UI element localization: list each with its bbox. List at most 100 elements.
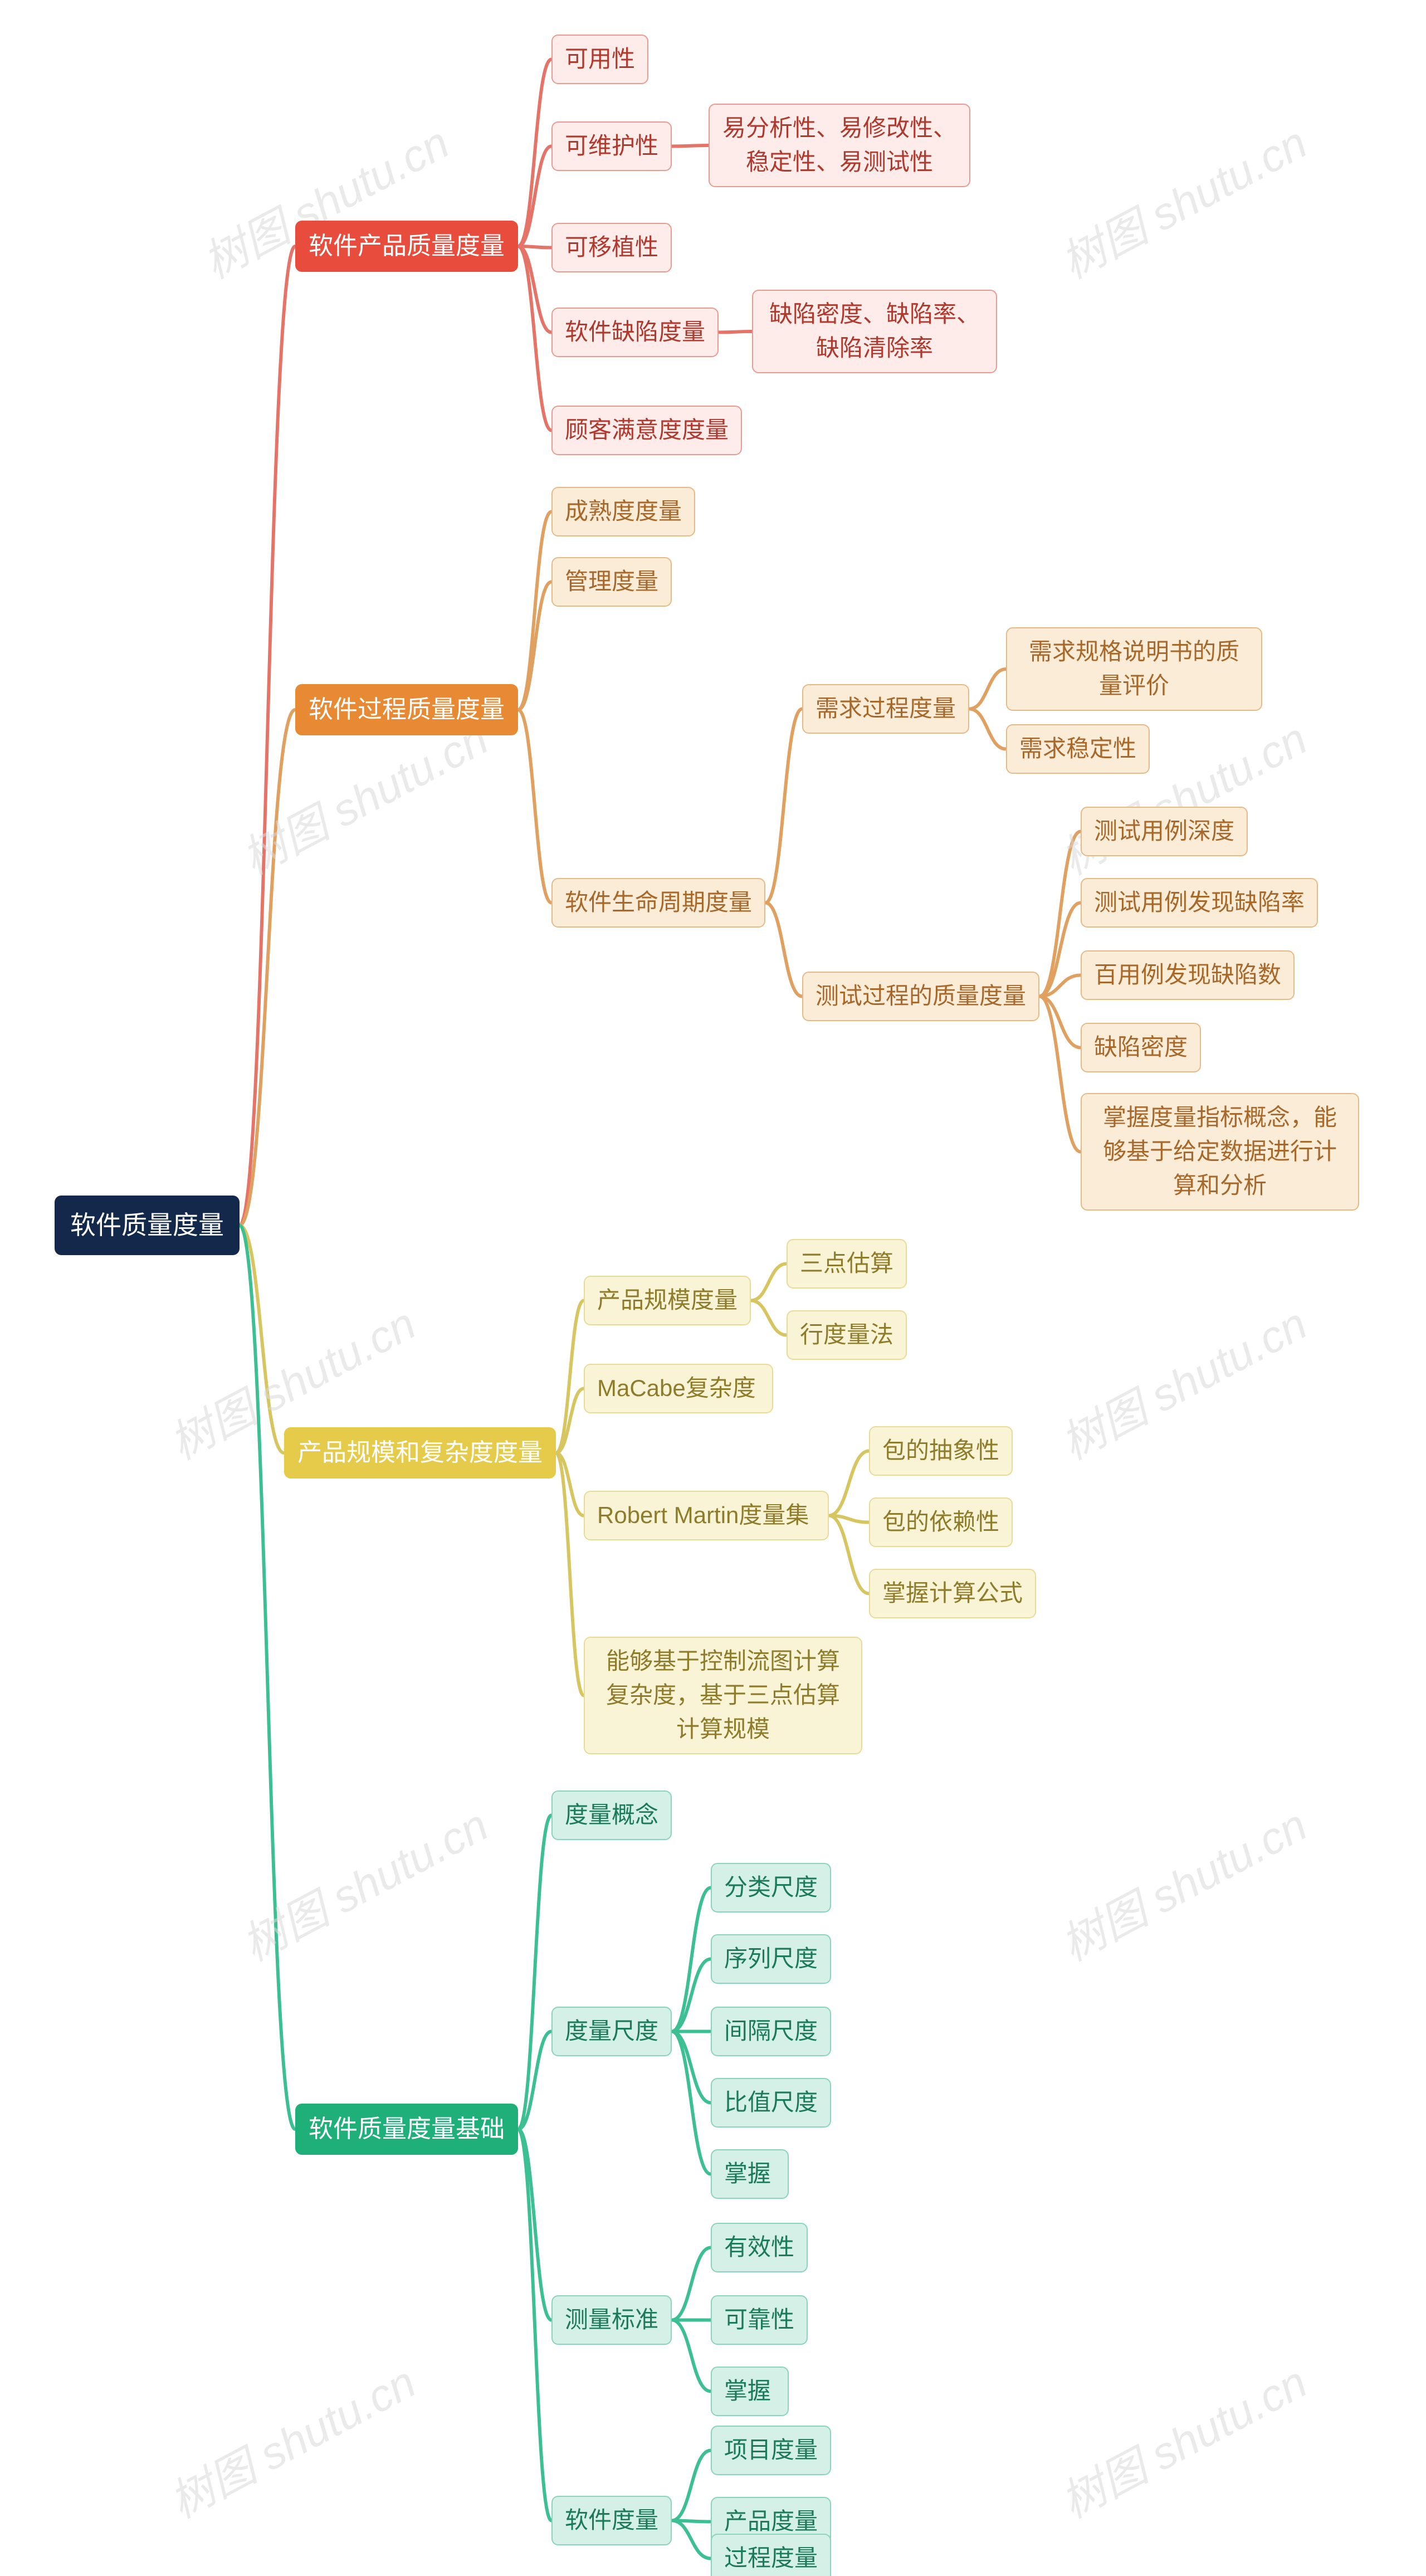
node-label: 产品规模和复杂度度量 — [297, 1439, 543, 1466]
watermark: 树图 shutu.cn — [1048, 1790, 1316, 1974]
edge-root-n3 — [240, 1226, 284, 1453]
node-label: 缺陷密度、缺陷率、缺陷清除率 — [769, 301, 980, 361]
watermark: 树图 shutu.cn — [229, 1790, 497, 1974]
node-n2c1b[interactable]: 需求稳定性 — [1006, 724, 1150, 774]
node-label: 掌握 — [724, 2378, 771, 2404]
edge-n4d-n4d3 — [672, 2521, 711, 2559]
node-n4d3[interactable]: 过程度量 — [711, 2534, 831, 2576]
edge-n4b-n4b1 — [672, 1888, 711, 2032]
node-n1[interactable]: 软件产品质量度量 — [295, 221, 518, 272]
node-n3a2[interactable]: 行度量法 — [787, 1310, 907, 1360]
node-n3b[interactable]: MaCabe复杂度 — [584, 1364, 773, 1413]
node-n4c3[interactable]: 掌握 — [711, 2367, 789, 2416]
node-n1c[interactable]: 可移植性 — [551, 223, 672, 272]
node-label: 过程度量 — [724, 2545, 818, 2571]
watermark: 树图 shutu.cn — [157, 2347, 425, 2531]
node-root[interactable]: 软件质量度量 — [55, 1196, 240, 1255]
node-label: 度量概念 — [565, 1802, 658, 1828]
node-n4b[interactable]: 度量尺度 — [551, 2007, 672, 2056]
node-n2c2[interactable]: 测试过程的质量度量 — [802, 972, 1039, 1021]
node-n2b[interactable]: 管理度量 — [551, 557, 672, 607]
node-n3[interactable]: 产品规模和复杂度度量 — [284, 1427, 556, 1479]
node-label: 掌握计算公式 — [882, 1580, 1023, 1606]
node-n3d[interactable]: 能够基于控制流图计算复杂度，基于三点估算计算规模 — [584, 1637, 862, 1754]
node-n4d[interactable]: 软件度量 — [551, 2496, 672, 2545]
edge-n2c2-n2c2d — [1039, 997, 1081, 1048]
node-n3a[interactable]: 产品规模度量 — [584, 1276, 751, 1325]
edge-n4d-n4d1 — [672, 2451, 711, 2521]
node-n4b3[interactable]: 间隔尺度 — [711, 2007, 831, 2056]
node-n4c1[interactable]: 有效性 — [711, 2223, 808, 2272]
node-n2c2a[interactable]: 测试用例深度 — [1081, 807, 1248, 856]
node-n2c2c[interactable]: 百用例发现缺陷数 — [1081, 950, 1295, 1000]
node-label: 需求稳定性 — [1019, 735, 1136, 762]
edge-n1-n1d — [518, 246, 551, 333]
node-n4c[interactable]: 测量标准 — [551, 2295, 672, 2345]
node-n2[interactable]: 软件过程质量度量 — [295, 684, 518, 735]
node-n4c2[interactable]: 可靠性 — [711, 2295, 808, 2345]
node-n4d1[interactable]: 项目度量 — [711, 2426, 831, 2475]
node-n2c1[interactable]: 需求过程度量 — [802, 684, 969, 734]
edge-n4c-n4c1 — [672, 2248, 711, 2320]
node-n2c2b[interactable]: 测试用例发现缺陷率 — [1081, 878, 1318, 928]
node-n2a[interactable]: 成熟度度量 — [551, 487, 695, 536]
node-n1d1[interactable]: 缺陷密度、缺陷率、缺陷清除率 — [752, 290, 997, 373]
node-label: 测试用例深度 — [1094, 818, 1234, 844]
node-n3c3[interactable]: 掌握计算公式 — [869, 1569, 1036, 1618]
node-label: 可靠性 — [724, 2306, 794, 2333]
node-n3c2[interactable]: 包的依赖性 — [869, 1497, 1013, 1547]
edge-n2c1-n2c1b — [969, 709, 1006, 749]
edge-n4b-n4b2 — [672, 1959, 711, 2032]
node-n1b1[interactable]: 易分析性、易修改性、稳定性、易测试性 — [709, 104, 970, 187]
node-n2c2d[interactable]: 缺陷密度 — [1081, 1023, 1201, 1072]
edge-n1-n1e — [518, 246, 551, 431]
node-label: 管理度量 — [565, 568, 658, 594]
node-n4b4[interactable]: 比值尺度 — [711, 2078, 831, 2128]
node-n1e[interactable]: 顾客满意度度量 — [551, 406, 742, 455]
watermark: 树图 shutu.cn — [1048, 108, 1316, 291]
edge-n3-n3c — [556, 1453, 584, 1516]
edge-n2c2-n2c2a — [1039, 832, 1081, 997]
edge-n3-n3a — [556, 1301, 584, 1453]
mindmap-canvas: 树图 shutu.cn 树图 shutu.cn 树图 shutu.cn 树图 shut… — [0, 0, 1426, 2576]
edge-n3a-n3a1 — [751, 1264, 787, 1301]
node-n3c1[interactable]: 包的抽象性 — [869, 1426, 1013, 1476]
node-n2c[interactable]: 软件生命周期度量 — [551, 878, 765, 928]
edge-n4-n4d — [518, 2129, 551, 2521]
node-label: 软件生命周期度量 — [565, 889, 752, 915]
edge-n3a-n3a2 — [751, 1301, 787, 1335]
node-n4b5[interactable]: 掌握 — [711, 2149, 789, 2199]
edge-n2c1-n2c1a — [969, 669, 1006, 709]
node-n2c2e[interactable]: 掌握度量指标概念，能够基于给定数据进行计算和分析 — [1081, 1093, 1359, 1211]
node-label: 百用例发现缺陷数 — [1094, 962, 1281, 988]
node-n4b1[interactable]: 分类尺度 — [711, 1863, 831, 1913]
node-label: Robert Martin度量集 — [597, 1502, 809, 1528]
node-n3c[interactable]: Robert Martin度量集 — [584, 1491, 829, 1540]
node-label: 有效性 — [724, 2234, 794, 2260]
watermark: 树图 shutu.cn — [1048, 2347, 1316, 2531]
edge-root-n2 — [240, 710, 295, 1226]
edge-root-n4 — [240, 1226, 295, 2130]
node-n3a1[interactable]: 三点估算 — [787, 1239, 907, 1289]
node-label: 序列尺度 — [724, 1945, 818, 1972]
edge-n1-n1c — [518, 246, 551, 248]
node-label: 可用性 — [565, 46, 635, 72]
node-n1a[interactable]: 可用性 — [551, 35, 648, 84]
edge-n3-n3b — [556, 1389, 584, 1453]
node-n1d[interactable]: 软件缺陷度量 — [551, 308, 719, 357]
edge-n2c2-n2c2c — [1039, 975, 1081, 997]
node-n4b2[interactable]: 序列尺度 — [711, 1934, 831, 1984]
node-n1b[interactable]: 可维护性 — [551, 121, 672, 171]
node-label: 需求过程度量 — [815, 695, 956, 721]
node-n4a[interactable]: 度量概念 — [551, 1790, 672, 1840]
edge-n1b-n1b1 — [672, 145, 709, 147]
node-n2c1a[interactable]: 需求规格说明书的质量评价 — [1006, 627, 1262, 711]
node-label: 缺陷密度 — [1094, 1034, 1188, 1060]
edge-n3c-n3c2 — [829, 1516, 869, 1523]
node-label: 软件产品质量度量 — [309, 232, 505, 260]
node-label: 易分析性、易修改性、稳定性、易测试性 — [722, 115, 956, 175]
node-label: MaCabe复杂度 — [597, 1375, 756, 1401]
node-label: 需求规格说明书的质量评价 — [1029, 638, 1239, 699]
node-n4[interactable]: 软件质量度量基础 — [295, 2104, 518, 2155]
edge-n4b-n4b5 — [672, 2032, 711, 2174]
